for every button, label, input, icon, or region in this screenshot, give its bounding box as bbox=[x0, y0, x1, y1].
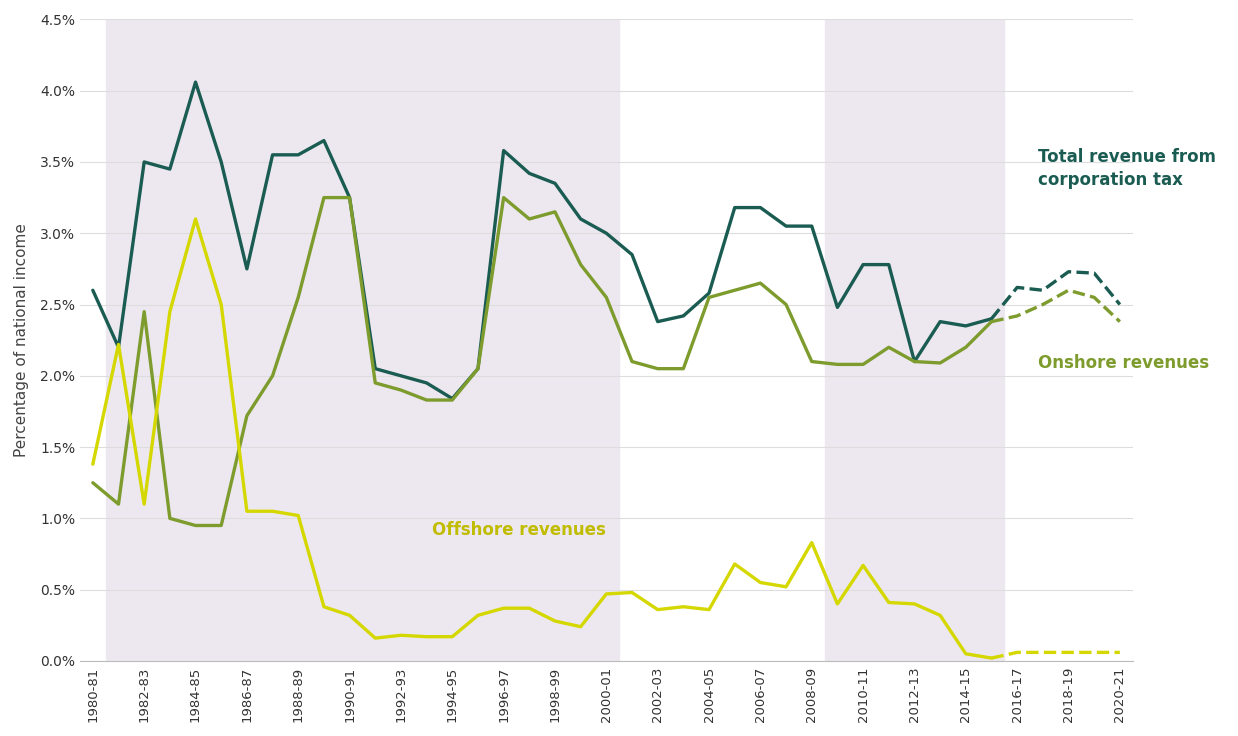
Bar bbox=[363, 19, 619, 661]
Text: Onshore revenues: Onshore revenues bbox=[1037, 355, 1208, 372]
Text: Offshore revenues: Offshore revenues bbox=[432, 521, 605, 539]
Y-axis label: Percentage of national income: Percentage of national income bbox=[14, 223, 28, 457]
Text: Total revenue from
corporation tax: Total revenue from corporation tax bbox=[1037, 148, 1216, 189]
Bar bbox=[825, 19, 1004, 661]
Bar bbox=[105, 19, 363, 661]
